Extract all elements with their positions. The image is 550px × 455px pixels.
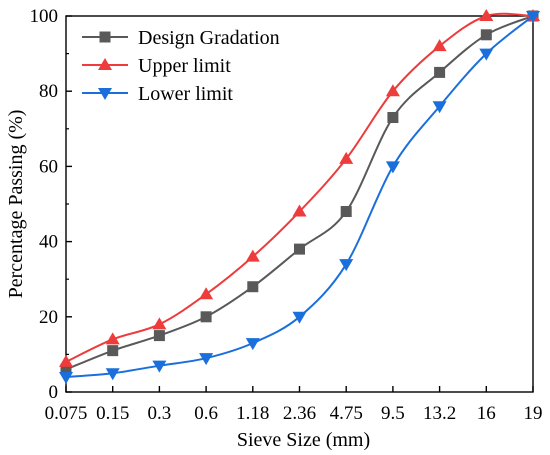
data-point-upper-limit <box>199 287 214 300</box>
series-line-design-gradation <box>65 15 534 371</box>
data-point-lower-limit <box>152 360 167 373</box>
data-point-upper-limit <box>339 151 354 164</box>
data-point-lower-limit <box>339 259 354 272</box>
y-tick-label: 40 <box>39 232 58 253</box>
x-tick-label: 0.6 <box>194 403 218 424</box>
data-point-upper-limit <box>59 354 73 367</box>
x-tick-label: 19 <box>524 403 543 424</box>
data-point-design-gradation <box>340 206 352 218</box>
legend-item-lower-limit: Lower limit <box>82 83 233 105</box>
plot-frame <box>65 15 534 393</box>
data-point-lower-limit <box>245 338 260 351</box>
series-lower-limit <box>59 11 540 384</box>
data-point-design-gradation <box>107 345 119 357</box>
data-point-design-gradation <box>60 363 72 375</box>
data-point-lower-limit <box>385 161 400 174</box>
legend-label: Lower limit <box>138 83 233 105</box>
data-point-lower-limit <box>105 368 120 381</box>
data-point-upper-limit <box>479 9 494 21</box>
x-tick-label: 0.15 <box>96 403 129 424</box>
x-tick-label: 4.75 <box>330 403 363 424</box>
legend-marker <box>99 31 111 43</box>
legend-label: Upper limit <box>138 55 231 77</box>
legend: Design Gradation Upper limit Lower limit <box>82 27 280 105</box>
data-point-upper-limit <box>432 39 447 52</box>
data-point-design-gradation <box>480 29 492 41</box>
y-tick-label: 80 <box>39 81 58 102</box>
legend-item-design-gradation: Design Gradation <box>82 27 280 49</box>
legend-label: Design Gradation <box>138 27 280 49</box>
series-design-gradation <box>60 10 539 375</box>
y-tick-label: 100 <box>30 6 59 27</box>
y-tick-label: 0 <box>49 382 59 403</box>
series-upper-limit <box>59 9 540 367</box>
x-tick-label: 16 <box>477 403 496 424</box>
data-point-design-gradation <box>200 311 212 323</box>
data-point-upper-limit <box>152 317 167 330</box>
x-tick-label: 13.2 <box>423 403 456 424</box>
data-point-lower-limit <box>526 11 540 23</box>
legend-marker <box>98 88 112 100</box>
series-line-upper-limit <box>65 12 534 363</box>
data-point-upper-limit <box>105 332 120 345</box>
data-point-design-gradation <box>387 112 399 124</box>
series-line-lower-limit <box>65 15 534 378</box>
data-point-design-gradation <box>153 330 165 342</box>
data-point-lower-limit <box>292 311 307 324</box>
axes: 0 20 40 60 80 100 0.075 0.15 0.3 0.6 1.18 2.36 4.75 9… <box>30 6 543 424</box>
x-tick-label: 1.18 <box>236 403 269 424</box>
data-point-lower-limit <box>432 101 447 114</box>
x-tick-label: 0.3 <box>148 403 172 424</box>
y-tick-label: 20 <box>39 307 58 328</box>
x-axis-title: Sieve Size (mm) <box>237 429 370 451</box>
data-point-design-gradation <box>434 66 446 78</box>
x-tick-label: 9.5 <box>381 403 405 424</box>
y-tick-label: 60 <box>39 156 58 177</box>
data-point-upper-limit <box>245 249 260 262</box>
legend-marker <box>98 58 112 70</box>
x-tick-label: 2.36 <box>283 403 316 424</box>
x-tick-label: 0.075 <box>45 403 88 424</box>
data-point-lower-limit <box>59 371 73 384</box>
data-point-design-gradation <box>294 243 305 255</box>
legend-item-upper-limit: Upper limit <box>82 55 231 77</box>
series-layer <box>59 9 540 384</box>
data-point-upper-limit <box>292 204 307 217</box>
data-point-design-gradation <box>247 281 259 293</box>
data-point-lower-limit <box>479 48 494 61</box>
data-point-lower-limit <box>199 353 214 366</box>
data-point-upper-limit <box>385 84 400 97</box>
y-axis-title: Percentage Passing (%) <box>5 110 27 299</box>
